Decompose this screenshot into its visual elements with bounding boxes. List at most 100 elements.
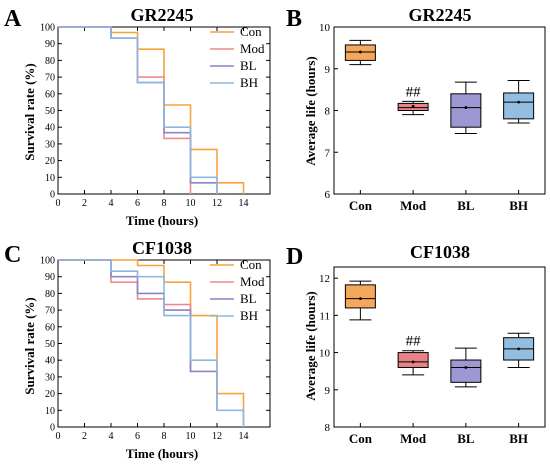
box-mod: ## — [398, 334, 428, 375]
mean-point — [464, 366, 467, 369]
x-axis-label: Time (hours) — [126, 213, 198, 228]
box-body — [398, 353, 428, 368]
x-tick-label: 12 — [212, 431, 222, 442]
series-line-bl — [58, 260, 217, 410]
box-bh — [504, 80, 534, 123]
x-tick-label: 6 — [135, 198, 140, 209]
chart-title: GR2245 — [131, 5, 194, 25]
legend-label-bh: BH — [240, 308, 258, 323]
mean-point — [464, 106, 467, 109]
y-tick-label: 100 — [40, 23, 55, 34]
x-tick-label: 14 — [239, 431, 249, 442]
y-tick-label: 0 — [50, 190, 55, 201]
significance-annotation: ## — [406, 334, 422, 350]
box-bh — [504, 333, 534, 367]
y-tick-label: 9 — [325, 385, 331, 397]
chart-title: GR2245 — [409, 5, 472, 25]
y-axis-label: Average life (hours) — [303, 56, 318, 166]
panel-letter: A — [4, 6, 22, 32]
series-line-mod — [58, 27, 191, 194]
x-tick-label: 10 — [186, 198, 196, 209]
x-tick-label-mod: Mod — [400, 198, 427, 213]
y-tick-label: 10 — [45, 173, 55, 184]
y-tick-label: 0 — [50, 423, 55, 434]
y-tick-label: 70 — [45, 306, 55, 317]
y-tick-label: 10 — [319, 348, 331, 360]
y-axis-label: Average life (hours) — [303, 291, 318, 401]
y-tick-label: 9 — [325, 64, 331, 76]
box-con — [345, 40, 375, 64]
box-body — [345, 285, 375, 308]
x-tick-label: 2 — [82, 431, 87, 442]
legend-label-mod: Mod — [240, 41, 265, 56]
x-tick-label: 0 — [56, 431, 61, 442]
y-tick-label: 6 — [325, 189, 331, 201]
y-tick-label: 40 — [45, 356, 55, 367]
panel-b-boxplot-gr2245: B GR2245 Average life (hours) 6 7 8 9 10 Con #… — [286, 5, 545, 213]
y-tick-label: 20 — [45, 156, 55, 167]
y-tick-label: 8 — [325, 422, 331, 434]
x-tick-label: 4 — [109, 198, 114, 209]
y-axis-label: Survival rate (%) — [22, 297, 37, 394]
panel-letter: D — [286, 244, 303, 270]
panel-d-boxplot-cf1038: D CF1038 Average life (hours) 8 9 10 11 12 Co… — [286, 242, 545, 446]
y-tick-label: 40 — [45, 123, 55, 134]
x-axis-label: Time (hours) — [126, 446, 198, 461]
panel-letter: B — [286, 6, 302, 32]
box-bl — [451, 82, 481, 133]
mean-point — [412, 360, 415, 363]
box-body — [451, 94, 481, 127]
y-tick-label: 60 — [45, 89, 55, 100]
box-con — [345, 281, 375, 320]
series-line-con — [58, 27, 244, 194]
box-bl — [451, 348, 481, 387]
mean-point — [517, 347, 520, 350]
y-tick-label: 90 — [45, 272, 55, 283]
x-tick-label: 0 — [56, 198, 61, 209]
mean-point — [412, 105, 415, 108]
y-tick-label: 8 — [325, 106, 331, 118]
box-mod: ## — [398, 84, 428, 114]
mean-point — [359, 51, 362, 54]
y-tick-label: 60 — [45, 322, 55, 333]
legend-label-bl: BL — [240, 291, 257, 306]
y-tick-label: 80 — [45, 289, 55, 300]
y-tick-label: 7 — [325, 147, 331, 159]
y-tick-label: 50 — [45, 339, 55, 350]
panel-c-survival-cf1038: C CF1038 Time (hours) Survival rate (%) … — [4, 238, 270, 461]
box-body — [504, 93, 534, 119]
legend-label-bl: BL — [240, 58, 257, 73]
x-tick-label-con: Con — [349, 431, 373, 446]
panel-a-survival-gr2245: A GR2245 Time (hours) Survival rate (%) … — [4, 5, 270, 228]
x-tick-label: 8 — [162, 198, 167, 209]
x-tick-label: 8 — [162, 431, 167, 442]
mean-point — [517, 101, 520, 104]
x-tick-label-con: Con — [349, 198, 373, 213]
y-tick-label: 90 — [45, 39, 55, 50]
chart-title: CF1038 — [132, 238, 192, 258]
x-tick-label-mod: Mod — [400, 431, 427, 446]
x-tick-label: 2 — [82, 198, 87, 209]
y-tick-label: 30 — [45, 139, 55, 150]
y-tick-label: 50 — [45, 106, 55, 117]
x-tick-label: 10 — [186, 431, 196, 442]
y-tick-label: 20 — [45, 389, 55, 400]
legend-label-bh: BH — [240, 75, 258, 90]
legend-label-mod: Mod — [240, 274, 265, 289]
y-tick-label: 11 — [319, 310, 330, 322]
y-tick-label: 30 — [45, 372, 55, 383]
series-line-con — [58, 260, 244, 427]
y-tick-label: 70 — [45, 73, 55, 84]
y-tick-label: 80 — [45, 56, 55, 67]
box-body — [451, 360, 481, 382]
panel-letter: C — [4, 242, 21, 268]
y-tick-label: 100 — [40, 256, 55, 267]
x-tick-label: 12 — [212, 198, 222, 209]
x-tick-label-bl: BL — [457, 431, 475, 446]
x-tick-label-bh: BH — [509, 431, 528, 446]
legend-label-con: Con — [240, 257, 262, 272]
y-tick-label: 10 — [45, 406, 55, 417]
legend-label-con: Con — [240, 24, 262, 39]
mean-point — [359, 297, 362, 300]
